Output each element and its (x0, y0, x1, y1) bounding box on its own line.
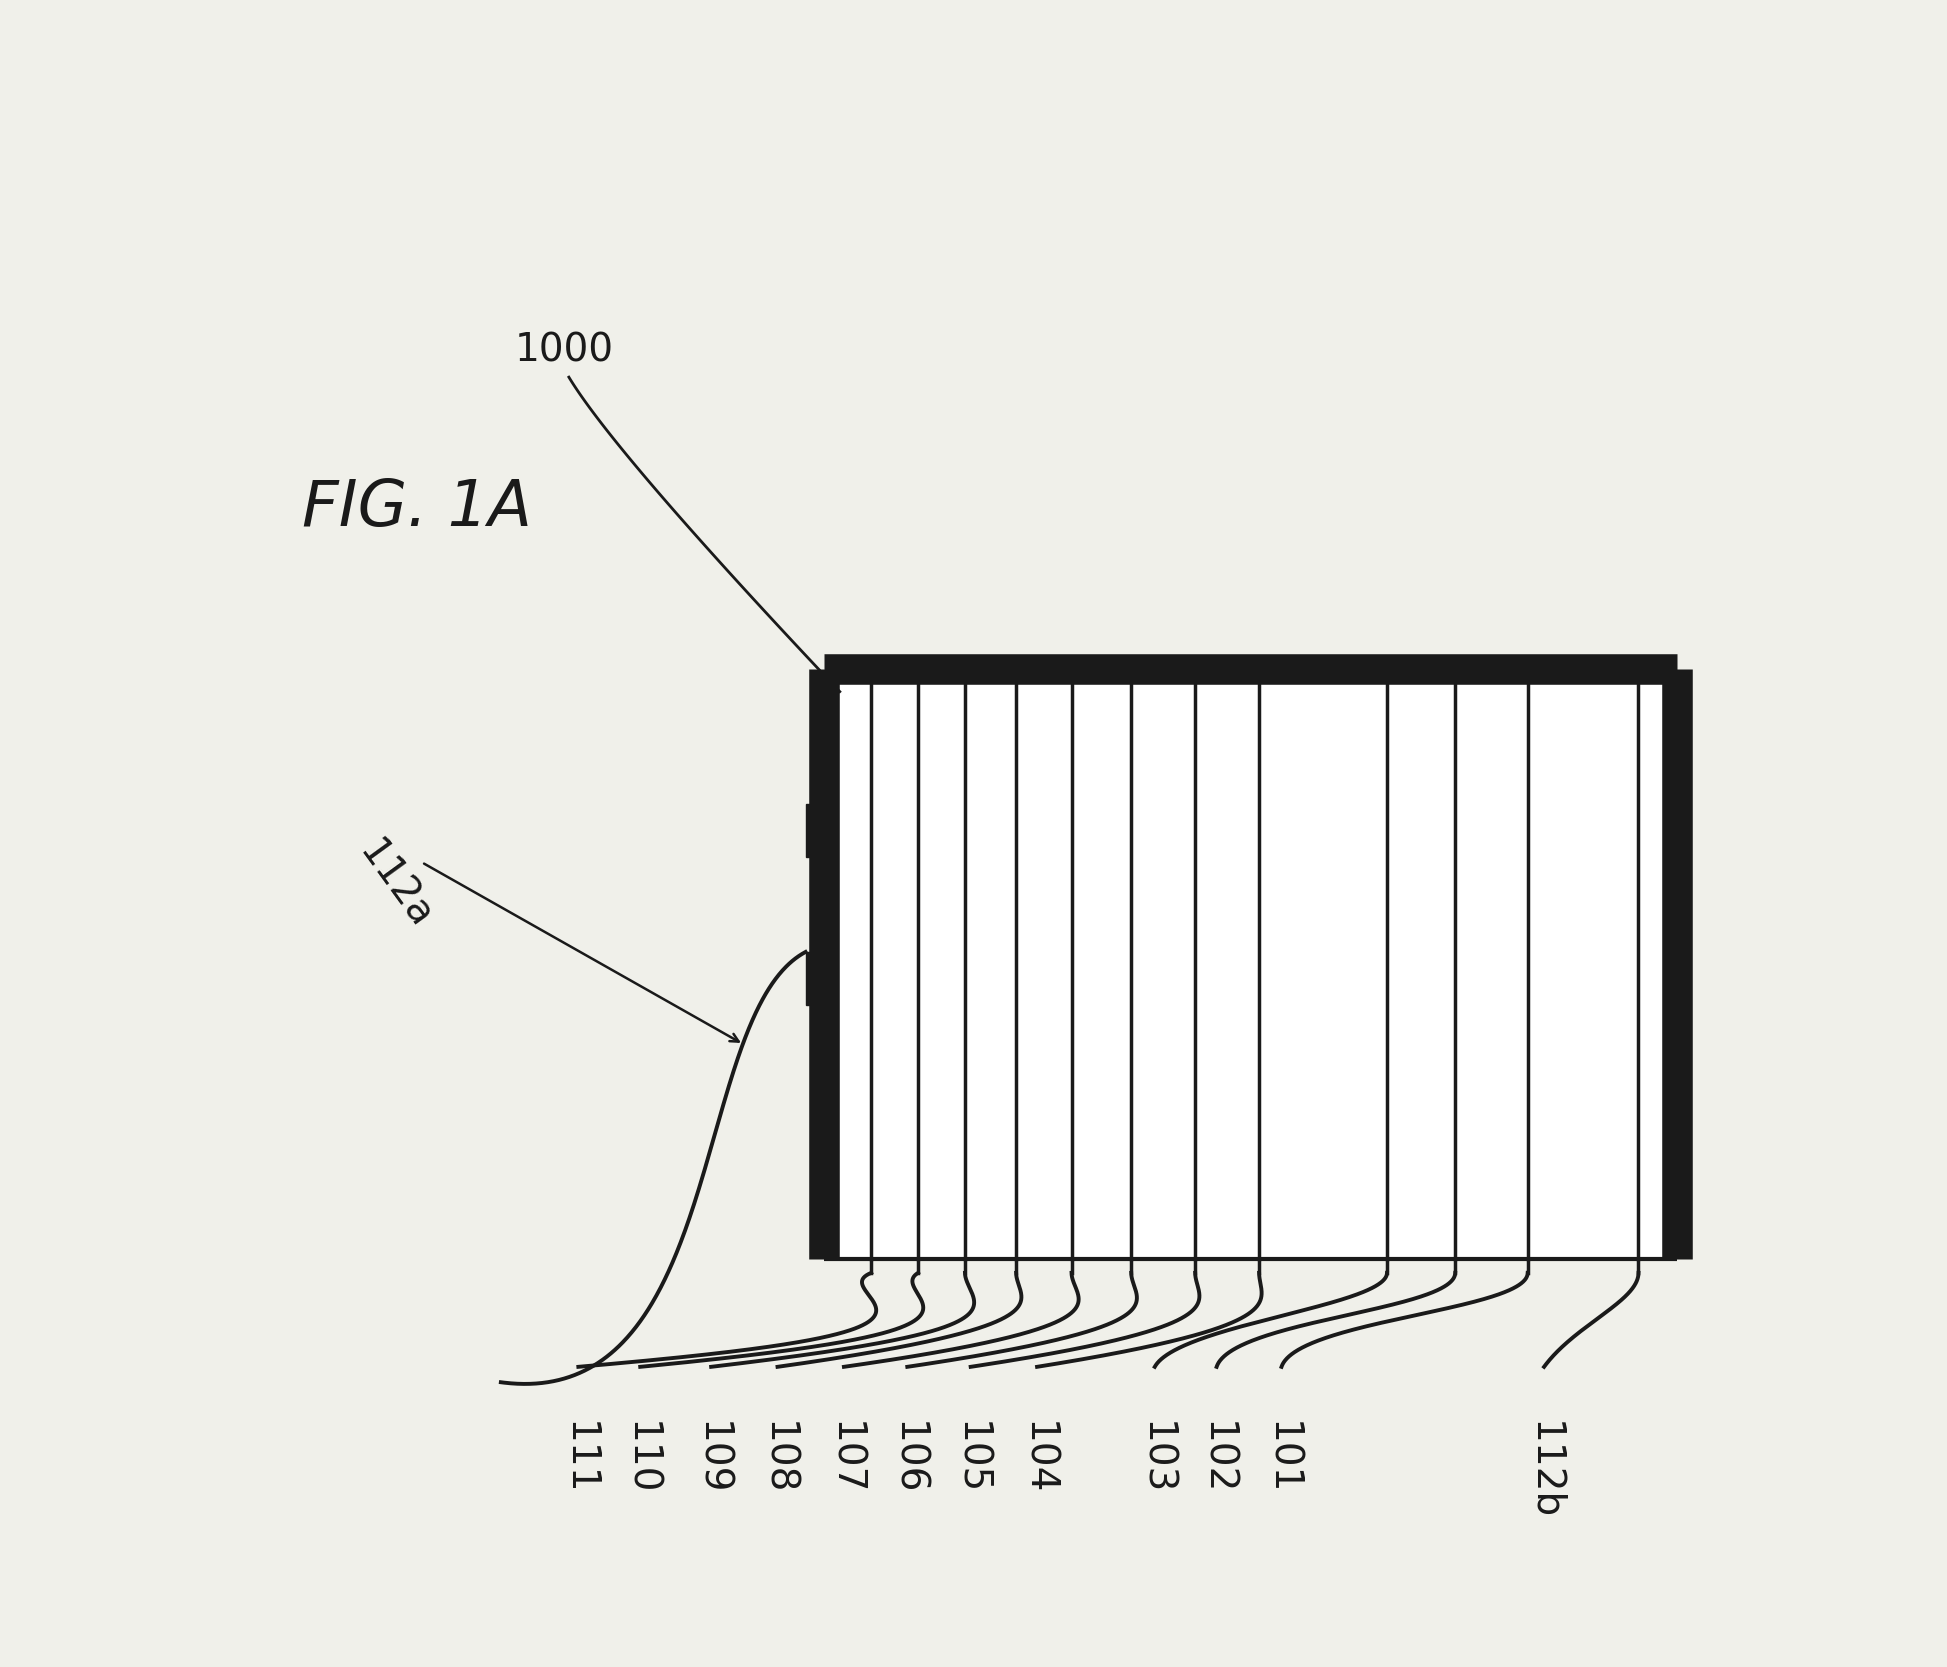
Text: 110: 110 (621, 1420, 660, 1495)
Text: 102: 102 (1197, 1420, 1236, 1495)
Text: 1000: 1000 (514, 332, 613, 368)
Text: 103: 103 (1135, 1420, 1174, 1495)
Text: 107: 107 (826, 1420, 863, 1495)
Text: 105: 105 (952, 1420, 989, 1495)
Polygon shape (806, 952, 824, 1005)
Text: 111: 111 (559, 1420, 598, 1495)
Text: 112a: 112a (350, 835, 438, 937)
Text: 112b: 112b (1525, 1420, 1563, 1520)
Polygon shape (824, 668, 1676, 1259)
Text: 106: 106 (888, 1420, 927, 1495)
Text: 109: 109 (691, 1420, 730, 1495)
Polygon shape (806, 805, 824, 857)
Text: FIG. 1A: FIG. 1A (302, 477, 532, 538)
Text: 108: 108 (759, 1420, 796, 1495)
Text: 104: 104 (1018, 1420, 1055, 1495)
Text: 101: 101 (1262, 1420, 1301, 1495)
